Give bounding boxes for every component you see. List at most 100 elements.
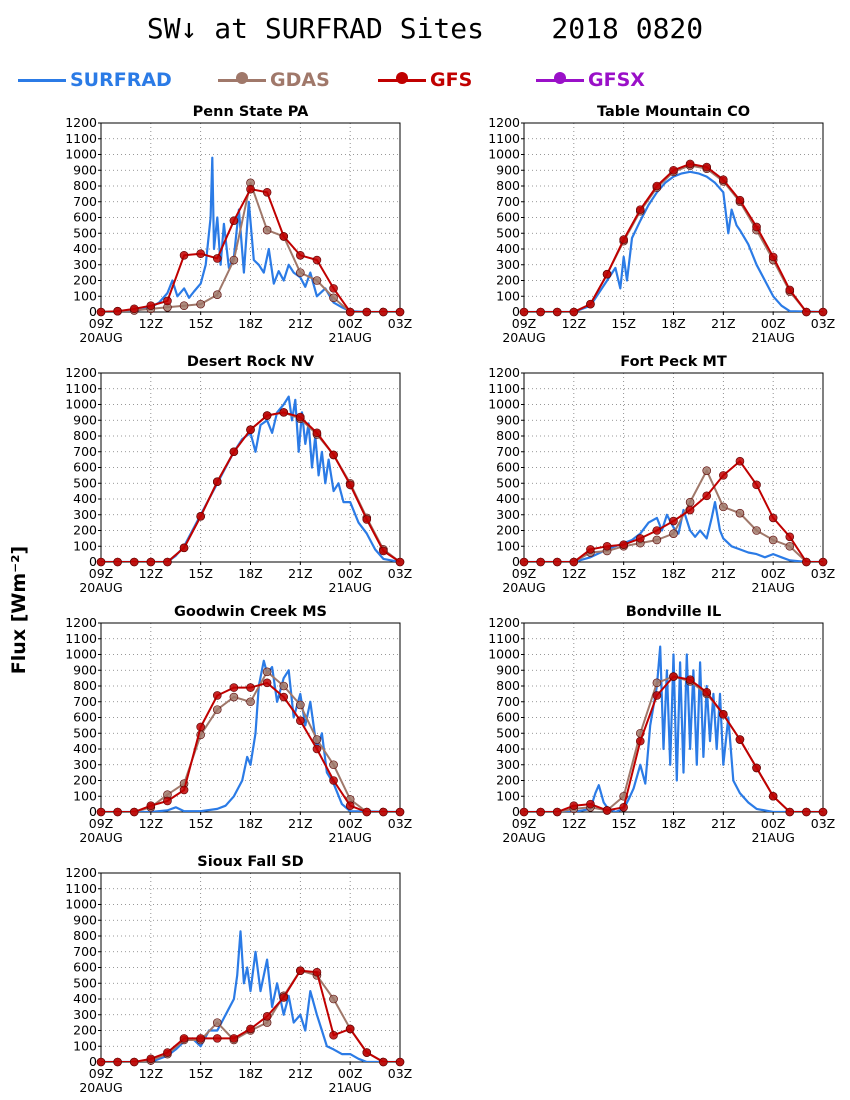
series-marker-gfs (395, 1057, 405, 1067)
series-marker-gfs (296, 251, 305, 260)
series-marker-gfs (262, 1012, 272, 1021)
y-tick-label: 900 (496, 662, 520, 677)
series-marker-gfs (262, 411, 272, 420)
chart-panel-3: 0100200300400500600700800900100011001200… (488, 354, 835, 595)
x-tick-label: 09Z (512, 566, 536, 581)
x-tick-label: 09Z (89, 1066, 113, 1081)
series-marker-gfs (586, 299, 595, 309)
y-tick-label: 200 (73, 273, 97, 288)
series-marker-gfs (752, 480, 761, 490)
legend-marker-gfsx (554, 72, 566, 84)
x-tick-label: 12Z (562, 566, 586, 581)
series-marker-gfs (619, 235, 628, 244)
series-marker-gfs (262, 188, 272, 197)
series-marker-gfs (113, 1057, 122, 1067)
y-tick-label: 100 (73, 788, 97, 803)
x-tick-label: 00Z (761, 816, 785, 831)
series-marker-gfs (146, 301, 156, 311)
y-tick-label: 1100 (488, 631, 520, 646)
legend-marker-gfs (396, 72, 408, 84)
series-marker-gfs (345, 307, 355, 317)
series-marker-gfs (345, 480, 355, 490)
chart-title: Sioux Fall SD (197, 854, 303, 870)
series-marker-gfs (379, 307, 388, 317)
x-date-label: 21AUG (329, 330, 372, 345)
series-marker-gfs (719, 471, 728, 480)
y-tick-label: 1200 (488, 365, 520, 380)
y-tick-label: 800 (496, 178, 520, 193)
series-marker-gfs (635, 534, 645, 543)
series-marker-gdas (246, 697, 255, 707)
series-marker-gfs (602, 541, 612, 551)
y-tick-label: 600 (73, 210, 97, 225)
y-tick-label: 200 (73, 773, 97, 788)
x-tick-label: 18Z (238, 816, 262, 831)
series-marker-gfs (345, 801, 355, 811)
x-date-label: 20AUG (79, 580, 122, 595)
y-tick-label: 300 (73, 257, 97, 272)
series-marker-gfs (179, 543, 189, 553)
y-tick-label: 200 (496, 523, 520, 538)
series-marker-gfs (752, 222, 761, 232)
chart-panel-4: 0100200300400500600700800900100011001200… (65, 604, 412, 845)
series-marker-gfs (685, 675, 695, 685)
y-tick-label: 400 (496, 491, 520, 506)
y-tick-label: 1100 (488, 381, 520, 396)
series-marker-gdas (196, 299, 205, 309)
y-tick-label: 300 (73, 757, 97, 772)
y-tick-label: 100 (496, 288, 520, 303)
series-marker-gfs (802, 307, 811, 317)
series-marker-gfs (329, 776, 338, 785)
x-tick-label: 12Z (139, 316, 163, 331)
chart-panel-1: 0100200300400500600700800900100011001200… (488, 104, 835, 345)
y-tick-label: 0 (89, 304, 97, 319)
legend-marker-gdas (236, 72, 248, 84)
series-marker-gfs (395, 307, 405, 317)
series-marker-gfs (312, 744, 322, 754)
series-marker-gfs (229, 216, 239, 225)
x-date-label: 20AUG (502, 330, 545, 345)
x-tick-label: 15Z (188, 816, 212, 831)
series-marker-gfs (802, 557, 811, 567)
series-line-surfrad (524, 645, 823, 812)
series-marker-gfs (129, 1057, 139, 1067)
series-marker-gfs (129, 807, 139, 817)
series-marker-gfs (669, 165, 678, 175)
x-tick-label: 12Z (139, 816, 163, 831)
x-tick-label: 18Z (661, 816, 685, 831)
series-marker-gfs (179, 1034, 189, 1043)
y-tick-label: 1000 (65, 897, 97, 912)
series-marker-gfs (635, 736, 645, 746)
series-marker-gfs (768, 513, 778, 523)
y-tick-label: 300 (496, 507, 520, 522)
series-marker-gfs (379, 546, 388, 556)
series-marker-gfs (96, 807, 106, 817)
series-marker-gfs (569, 557, 579, 567)
y-tick-label: 500 (73, 725, 97, 740)
series-marker-gfs (163, 557, 172, 567)
series-marker-gfs (619, 802, 628, 812)
x-date-label: 20AUG (79, 830, 122, 845)
series-marker-gdas (296, 700, 305, 710)
x-tick-label: 15Z (188, 566, 212, 581)
legend-label-gfsx: GFSX (588, 69, 645, 91)
x-tick-label: 21Z (711, 816, 735, 831)
y-tick-label: 0 (89, 804, 97, 819)
y-tick-label: 800 (496, 428, 520, 443)
series-marker-gfs (519, 807, 529, 817)
series-marker-gfs (602, 269, 612, 279)
series-marker-gfs (685, 505, 695, 515)
series-marker-gdas (279, 681, 289, 691)
series-marker-gfs (735, 195, 745, 205)
y-tick-label: 1100 (65, 881, 97, 896)
series-marker-gfs (296, 966, 305, 975)
series-marker-gfs (552, 307, 562, 317)
series-line-gdas (524, 469, 823, 562)
x-tick-label: 00Z (761, 566, 785, 581)
x-tick-label: 18Z (238, 566, 262, 581)
y-tick-label: 1000 (488, 147, 520, 162)
series-marker-gdas (719, 502, 728, 512)
series-marker-gfs (362, 1048, 372, 1057)
y-tick-label: 700 (73, 944, 97, 959)
